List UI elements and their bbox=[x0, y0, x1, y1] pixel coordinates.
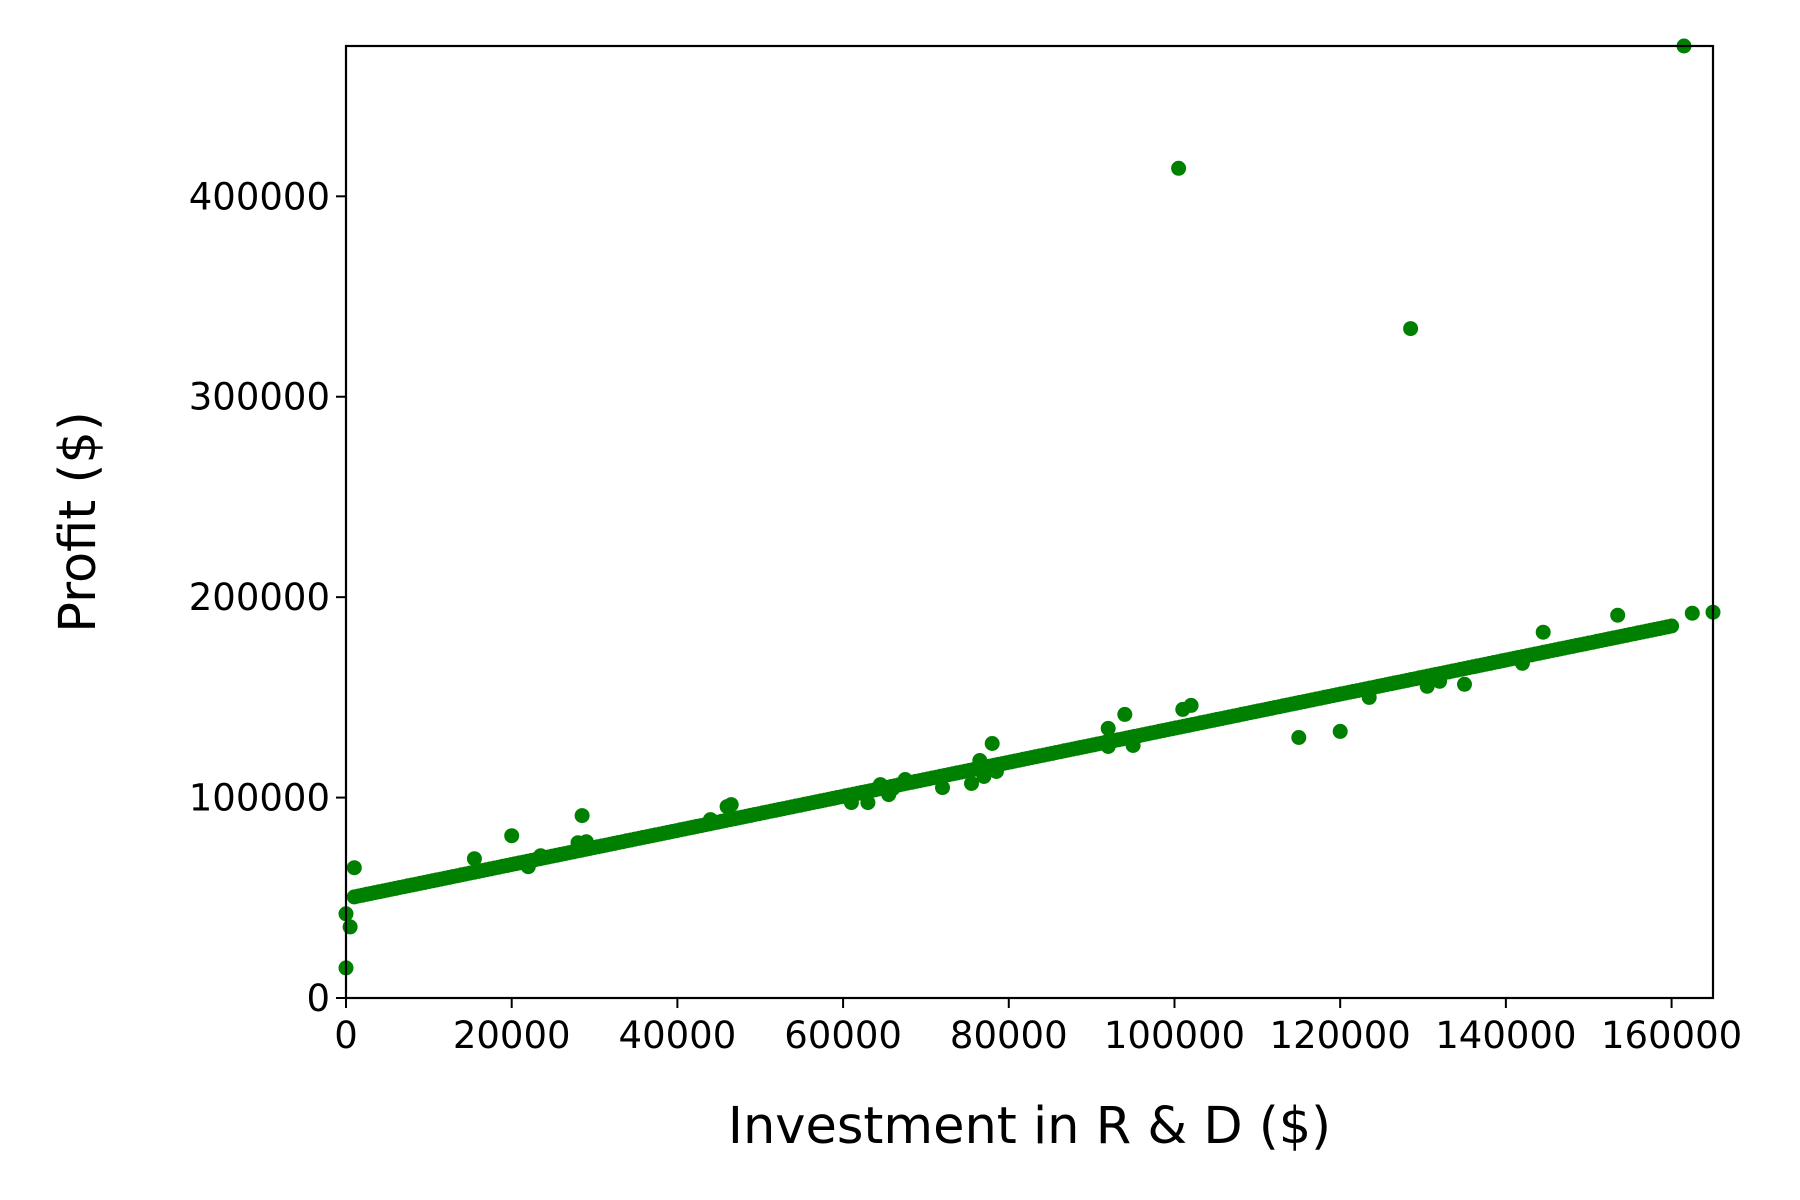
data-point bbox=[976, 769, 992, 784]
x-tick-label: 80000 bbox=[950, 1014, 1068, 1057]
data-point bbox=[984, 736, 1000, 751]
data-point bbox=[843, 795, 859, 811]
data-points bbox=[338, 38, 1721, 976]
y-tick-label: 100000 bbox=[189, 777, 330, 820]
data-point bbox=[1100, 720, 1116, 736]
x-tick-label: 120000 bbox=[1270, 1014, 1411, 1057]
x-tick-label: 100000 bbox=[1104, 1014, 1245, 1057]
data-point bbox=[574, 808, 590, 824]
data-point bbox=[1457, 676, 1472, 692]
data-point bbox=[1361, 689, 1377, 705]
data-point bbox=[342, 919, 358, 935]
data-point bbox=[703, 812, 718, 828]
data-point bbox=[466, 851, 482, 867]
data-point bbox=[935, 780, 950, 796]
data-point bbox=[346, 860, 362, 876]
data-point bbox=[1291, 730, 1307, 745]
data-point bbox=[520, 859, 536, 875]
y-tick-label: 300000 bbox=[189, 376, 330, 419]
data-point bbox=[885, 781, 901, 797]
y-tick-label: 400000 bbox=[189, 175, 330, 218]
data-point bbox=[723, 797, 739, 813]
y-tick-label: 0 bbox=[306, 977, 330, 1020]
data-point bbox=[533, 848, 549, 864]
plot-frame bbox=[344, 44, 1715, 1000]
data-point bbox=[1171, 160, 1187, 176]
data-point bbox=[1100, 739, 1116, 754]
data-point bbox=[1664, 618, 1680, 634]
y-axis-label: Profit ($) bbox=[49, 411, 108, 632]
data-point bbox=[1183, 697, 1199, 713]
x-axis-ticks: 0 20000 40000 60000 80000 100000 120000 140000 1… bbox=[334, 998, 1742, 1057]
x-tick-label: 0 bbox=[334, 1014, 358, 1057]
data-point bbox=[860, 795, 876, 811]
data-point bbox=[1610, 607, 1626, 623]
data-point bbox=[1684, 605, 1700, 621]
y-tick-label: 200000 bbox=[189, 576, 330, 619]
data-point bbox=[1535, 624, 1551, 640]
data-point bbox=[578, 834, 594, 850]
data-point bbox=[897, 772, 913, 787]
data-point bbox=[1332, 723, 1348, 739]
x-tick-label: 160000 bbox=[1601, 1014, 1742, 1057]
x-tick-label: 20000 bbox=[453, 1014, 571, 1057]
data-point bbox=[964, 776, 979, 791]
x-axis-label: Investment in R & D ($) bbox=[728, 1097, 1331, 1156]
data-point bbox=[988, 764, 1004, 779]
data-point bbox=[1125, 738, 1141, 753]
data-point bbox=[1514, 655, 1530, 671]
data-point bbox=[1117, 706, 1133, 722]
x-tick-label: 60000 bbox=[784, 1014, 902, 1057]
data-point bbox=[504, 828, 520, 844]
data-point bbox=[972, 753, 988, 768]
data-point bbox=[1419, 678, 1435, 694]
y-axis-ticks: 0 100000 200000 300000 400000 bbox=[189, 175, 346, 1020]
x-tick-label: 140000 bbox=[1435, 1014, 1576, 1057]
data-point bbox=[1403, 321, 1419, 337]
data-point bbox=[1432, 673, 1448, 689]
data-point bbox=[872, 777, 888, 793]
x-tick-label: 40000 bbox=[619, 1014, 737, 1057]
